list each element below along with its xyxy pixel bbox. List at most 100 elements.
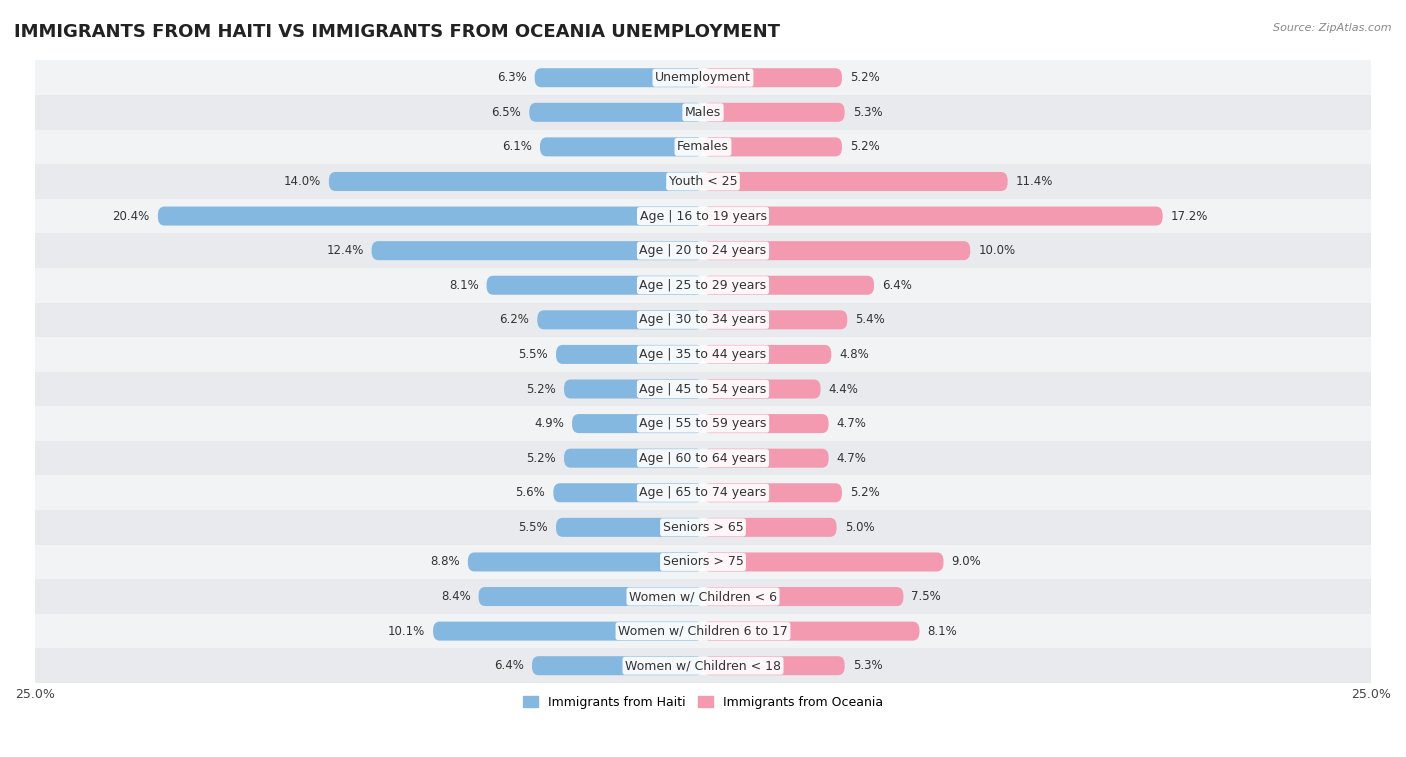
FancyBboxPatch shape	[703, 310, 848, 329]
FancyBboxPatch shape	[703, 553, 943, 572]
Text: Age | 16 to 19 years: Age | 16 to 19 years	[640, 210, 766, 223]
Text: Females: Females	[678, 140, 728, 154]
FancyBboxPatch shape	[703, 621, 920, 640]
Legend: Immigrants from Haiti, Immigrants from Oceania: Immigrants from Haiti, Immigrants from O…	[517, 691, 889, 714]
FancyBboxPatch shape	[157, 207, 703, 226]
Text: Youth < 25: Youth < 25	[669, 175, 737, 188]
Text: Unemployment: Unemployment	[655, 71, 751, 84]
Text: 6.1%: 6.1%	[502, 140, 531, 154]
Text: 5.2%: 5.2%	[851, 486, 880, 500]
Bar	[35, 129, 1371, 164]
Text: 5.2%: 5.2%	[526, 382, 555, 395]
Text: 7.5%: 7.5%	[911, 590, 941, 603]
Bar	[35, 510, 1371, 544]
Text: 9.0%: 9.0%	[952, 556, 981, 569]
FancyBboxPatch shape	[534, 68, 703, 87]
Bar	[35, 61, 1371, 95]
Text: 8.1%: 8.1%	[449, 279, 478, 291]
Text: Age | 55 to 59 years: Age | 55 to 59 years	[640, 417, 766, 430]
FancyBboxPatch shape	[703, 172, 1008, 191]
Text: 5.3%: 5.3%	[852, 106, 883, 119]
FancyBboxPatch shape	[703, 449, 828, 468]
Text: 8.8%: 8.8%	[430, 556, 460, 569]
Text: Age | 25 to 29 years: Age | 25 to 29 years	[640, 279, 766, 291]
Bar	[35, 544, 1371, 579]
Text: Women w/ Children 6 to 17: Women w/ Children 6 to 17	[619, 625, 787, 637]
Text: 17.2%: 17.2%	[1171, 210, 1208, 223]
Text: 12.4%: 12.4%	[326, 245, 364, 257]
Text: 5.2%: 5.2%	[851, 140, 880, 154]
Text: Source: ZipAtlas.com: Source: ZipAtlas.com	[1274, 23, 1392, 33]
Text: Age | 65 to 74 years: Age | 65 to 74 years	[640, 486, 766, 500]
FancyBboxPatch shape	[554, 483, 703, 503]
Text: Age | 20 to 24 years: Age | 20 to 24 years	[640, 245, 766, 257]
Text: 6.5%: 6.5%	[492, 106, 522, 119]
Text: Males: Males	[685, 106, 721, 119]
FancyBboxPatch shape	[703, 137, 842, 157]
Bar	[35, 268, 1371, 303]
Bar	[35, 199, 1371, 233]
Text: 5.2%: 5.2%	[526, 452, 555, 465]
Text: 4.4%: 4.4%	[828, 382, 859, 395]
Text: 10.1%: 10.1%	[388, 625, 425, 637]
Text: 8.4%: 8.4%	[440, 590, 471, 603]
FancyBboxPatch shape	[531, 656, 703, 675]
FancyBboxPatch shape	[564, 449, 703, 468]
Bar	[35, 407, 1371, 441]
Text: 5.5%: 5.5%	[519, 348, 548, 361]
FancyBboxPatch shape	[537, 310, 703, 329]
FancyBboxPatch shape	[371, 241, 703, 260]
Bar	[35, 441, 1371, 475]
FancyBboxPatch shape	[703, 656, 845, 675]
Text: 5.3%: 5.3%	[852, 659, 883, 672]
FancyBboxPatch shape	[555, 518, 703, 537]
FancyBboxPatch shape	[555, 345, 703, 364]
Bar	[35, 303, 1371, 337]
Text: Age | 45 to 54 years: Age | 45 to 54 years	[640, 382, 766, 395]
FancyBboxPatch shape	[329, 172, 703, 191]
FancyBboxPatch shape	[703, 345, 831, 364]
Bar	[35, 337, 1371, 372]
Text: Seniors > 75: Seniors > 75	[662, 556, 744, 569]
Text: Age | 30 to 34 years: Age | 30 to 34 years	[640, 313, 766, 326]
Text: 4.9%: 4.9%	[534, 417, 564, 430]
Bar	[35, 475, 1371, 510]
Text: Age | 35 to 44 years: Age | 35 to 44 years	[640, 348, 766, 361]
FancyBboxPatch shape	[703, 103, 845, 122]
FancyBboxPatch shape	[468, 553, 703, 572]
FancyBboxPatch shape	[703, 587, 904, 606]
Text: 4.7%: 4.7%	[837, 417, 866, 430]
Bar	[35, 372, 1371, 407]
FancyBboxPatch shape	[486, 276, 703, 294]
Text: Women w/ Children < 6: Women w/ Children < 6	[628, 590, 778, 603]
Bar	[35, 579, 1371, 614]
FancyBboxPatch shape	[529, 103, 703, 122]
Text: 6.3%: 6.3%	[496, 71, 527, 84]
FancyBboxPatch shape	[703, 241, 970, 260]
FancyBboxPatch shape	[703, 518, 837, 537]
Text: 8.1%: 8.1%	[928, 625, 957, 637]
Bar	[35, 164, 1371, 199]
Bar	[35, 649, 1371, 683]
Text: Seniors > 65: Seniors > 65	[662, 521, 744, 534]
Text: Age | 60 to 64 years: Age | 60 to 64 years	[640, 452, 766, 465]
Text: 5.5%: 5.5%	[519, 521, 548, 534]
FancyBboxPatch shape	[564, 379, 703, 398]
FancyBboxPatch shape	[540, 137, 703, 157]
Text: 11.4%: 11.4%	[1015, 175, 1053, 188]
FancyBboxPatch shape	[433, 621, 703, 640]
Text: 5.2%: 5.2%	[851, 71, 880, 84]
FancyBboxPatch shape	[703, 379, 821, 398]
Text: 5.6%: 5.6%	[516, 486, 546, 500]
Bar	[35, 95, 1371, 129]
FancyBboxPatch shape	[703, 483, 842, 503]
Text: 6.4%: 6.4%	[494, 659, 524, 672]
Text: 14.0%: 14.0%	[284, 175, 321, 188]
FancyBboxPatch shape	[703, 414, 828, 433]
Text: 10.0%: 10.0%	[979, 245, 1015, 257]
Text: 6.4%: 6.4%	[882, 279, 912, 291]
Text: 5.4%: 5.4%	[855, 313, 884, 326]
Text: 20.4%: 20.4%	[112, 210, 150, 223]
Text: 5.0%: 5.0%	[845, 521, 875, 534]
Bar	[35, 233, 1371, 268]
